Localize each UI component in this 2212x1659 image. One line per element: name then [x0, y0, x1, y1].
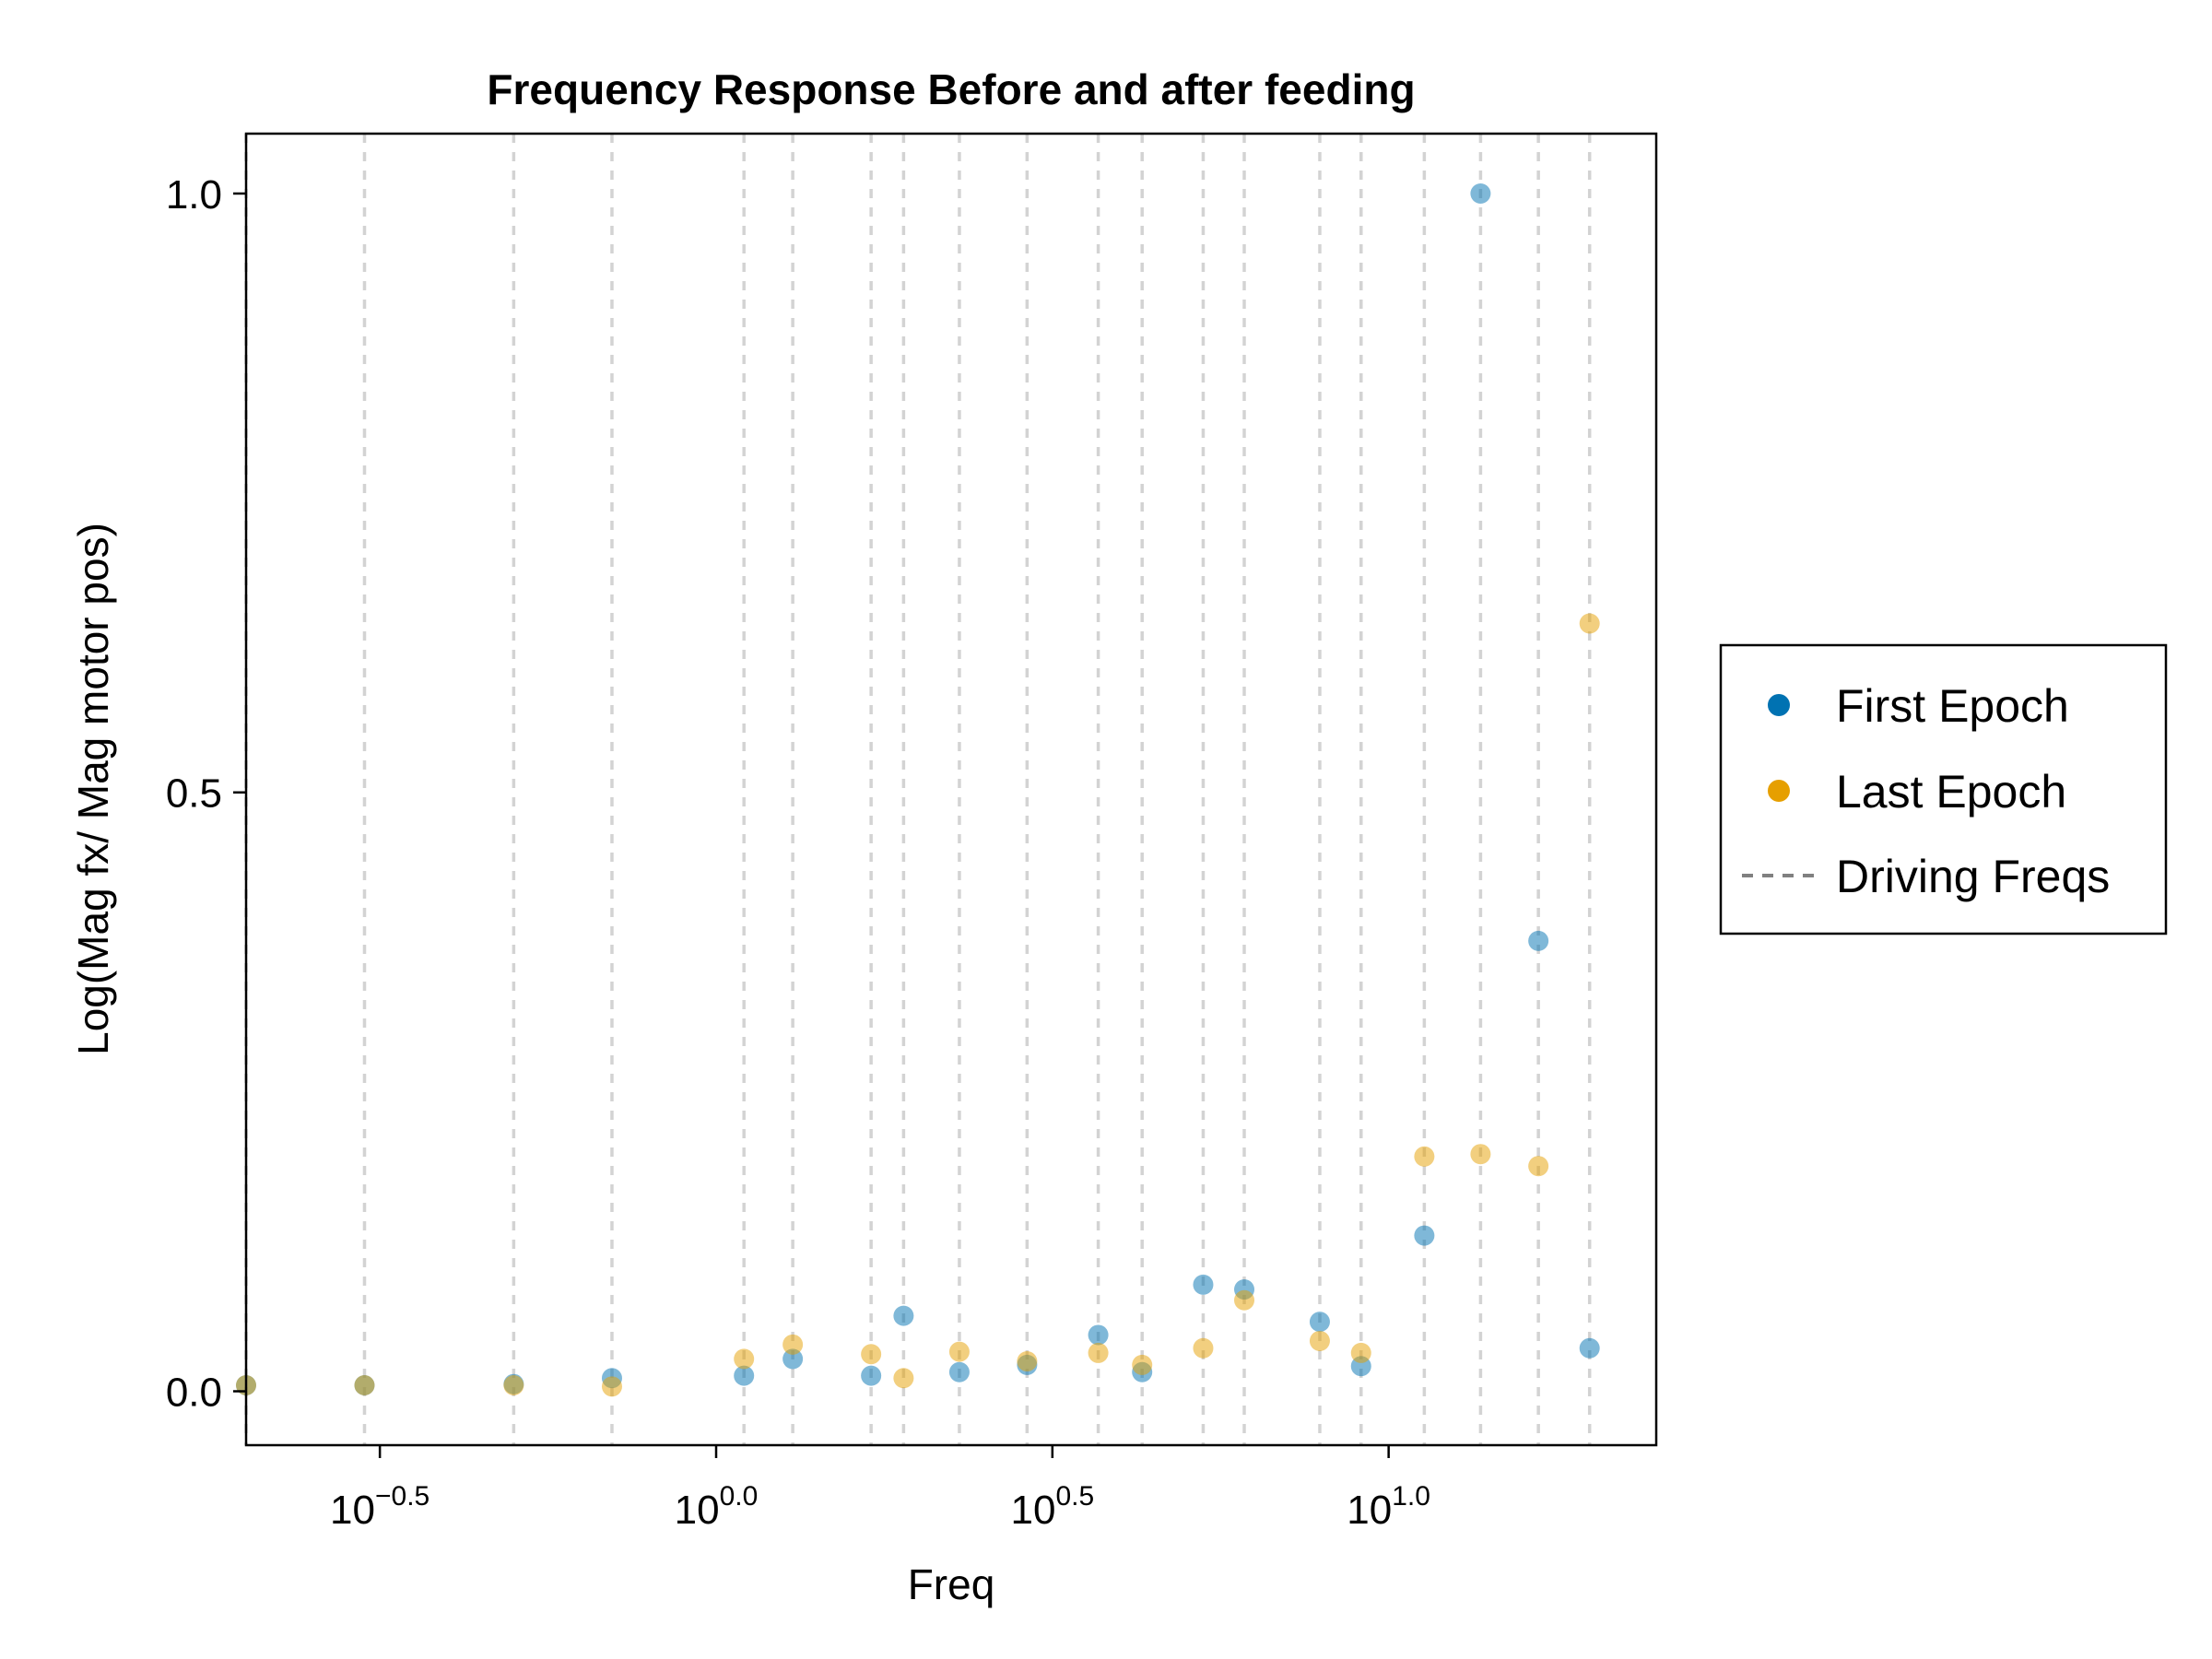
last-epoch-point	[1350, 1342, 1371, 1363]
x-tick-label: 100.5	[1010, 1481, 1094, 1533]
legend-label: First Epoch	[1836, 680, 2069, 732]
last-epoch-point	[734, 1348, 755, 1370]
first-epoch-point	[1193, 1274, 1214, 1295]
last-epoch-point	[1528, 1156, 1549, 1177]
y-tick-label: 0.0	[166, 1371, 222, 1416]
y-axis: 0.0 0.5 1.0	[166, 172, 246, 1416]
x-axis-label: Freq	[908, 1560, 995, 1608]
x-axis: 10−0.5 100.0 100.5 101.0	[330, 1445, 1430, 1533]
first-epoch-point	[1309, 1312, 1330, 1333]
last-epoch-point	[782, 1334, 804, 1355]
last-epoch-point	[354, 1375, 375, 1396]
y-tick-label: 1.0	[166, 172, 222, 218]
legend-box	[1719, 643, 2168, 935]
last-epoch-point	[1088, 1342, 1109, 1363]
first-epoch-point	[1414, 1225, 1435, 1246]
first-epoch-point	[734, 1365, 755, 1386]
legend-marker	[1768, 780, 1790, 802]
legend-marker	[1768, 694, 1790, 716]
last-epoch-point	[1579, 613, 1600, 634]
first-epoch-point	[861, 1365, 882, 1386]
first-epoch-point	[1470, 182, 1491, 204]
last-epoch-point	[1193, 1337, 1214, 1359]
last-epoch-point	[1132, 1354, 1153, 1375]
first-epoch-point	[893, 1305, 914, 1326]
first-epoch-point	[1088, 1324, 1109, 1346]
last-epoch-point	[601, 1376, 622, 1397]
last-epoch-point	[948, 1341, 970, 1362]
last-epoch-point	[1309, 1330, 1330, 1351]
plot-frame	[244, 132, 1658, 1447]
legend: First Epoch Last Epoch Driving Freqs	[1719, 643, 2168, 935]
x-tick-label: 101.0	[1347, 1481, 1430, 1533]
legend-label: Last Epoch	[1836, 766, 2066, 818]
x-tick-label: 10−0.5	[330, 1481, 429, 1533]
y-tick-label: 0.5	[166, 771, 222, 817]
last-epoch-point	[1470, 1144, 1491, 1165]
last-epoch-point	[1017, 1351, 1038, 1372]
first-epoch-point	[782, 1348, 804, 1370]
data-points	[236, 182, 1600, 1397]
legend-label: Driving Freqs	[1836, 851, 2110, 902]
last-epoch-point	[1234, 1289, 1255, 1311]
first-epoch-point	[1579, 1337, 1600, 1359]
last-epoch-point	[503, 1375, 524, 1396]
first-epoch-point	[948, 1361, 970, 1382]
last-epoch-point	[893, 1368, 914, 1389]
y-axis-label: Log(Mag fx/ Mag motor pos)	[69, 523, 117, 1055]
first-epoch-point	[1528, 930, 1549, 951]
x-tick-label: 100.0	[675, 1481, 759, 1533]
last-epoch-point	[1414, 1146, 1435, 1167]
chart-title: Frequency Response Before and after feed…	[487, 65, 1415, 113]
last-epoch-point	[861, 1344, 882, 1365]
